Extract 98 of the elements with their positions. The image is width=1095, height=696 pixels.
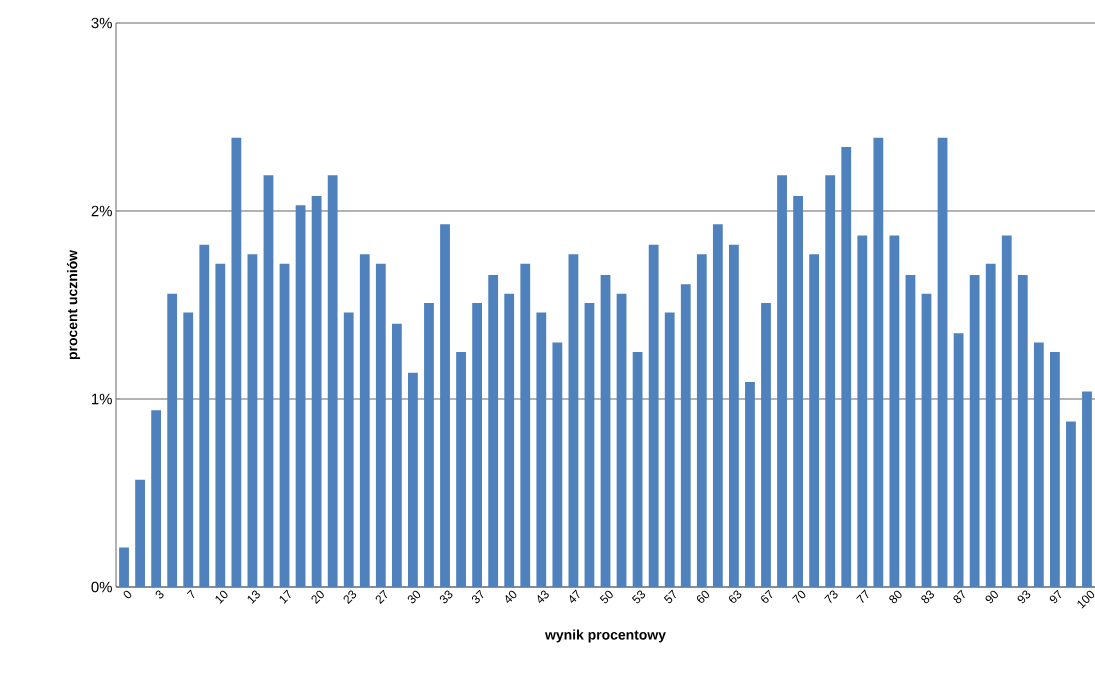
- x-tick-label: 100: [1077, 590, 1095, 609]
- bar: [680, 284, 691, 587]
- bar: [359, 254, 370, 587]
- bar: [456, 352, 466, 587]
- x-axis-title: wynik procentowy: [545, 629, 666, 643]
- bar: [873, 137, 884, 587]
- bar: [295, 205, 306, 587]
- bar: [953, 333, 964, 587]
- bar: [183, 312, 194, 587]
- bar: [648, 244, 659, 587]
- bar: [712, 224, 723, 587]
- bar: [263, 175, 274, 587]
- bar: [488, 274, 499, 587]
- x-tick-label: 53: [631, 590, 646, 604]
- bar: [408, 372, 418, 587]
- bar: [536, 312, 547, 587]
- bar: [841, 147, 852, 587]
- bar: [632, 352, 643, 587]
- x-tick-label: 97: [1049, 589, 1062, 604]
- bar: [135, 479, 145, 587]
- bar: [231, 137, 242, 587]
- x-tick-label: 83: [921, 590, 934, 604]
- bar: [568, 254, 579, 587]
- bar: [1017, 274, 1028, 587]
- bar: [600, 274, 611, 587]
- x-tick-label: 13: [247, 590, 260, 604]
- bar: [696, 254, 707, 587]
- y-tick-label: 1%: [92, 393, 112, 405]
- x-tick-label: 17: [279, 589, 291, 604]
- bar: [825, 175, 836, 587]
- bar: [1082, 391, 1092, 587]
- bar: [777, 175, 787, 587]
- bar: [985, 263, 996, 587]
- bar: [215, 263, 226, 587]
- bar: [937, 137, 948, 587]
- x-tick-label: 50: [599, 590, 613, 604]
- bar: [921, 293, 932, 587]
- bar: [745, 382, 755, 587]
- bar: [857, 235, 868, 587]
- x-tick-label: 0: [123, 590, 132, 599]
- bar: [119, 547, 129, 587]
- x-tick-label: 87: [953, 589, 965, 604]
- x-tick-label: 27: [375, 589, 388, 605]
- y-axis-title: procent uczniów: [66, 249, 81, 360]
- bar: [327, 175, 338, 587]
- bar: [889, 235, 900, 587]
- x-tick-label: 37: [471, 589, 484, 604]
- x-tick-label: 43: [537, 590, 549, 603]
- bar: [199, 244, 210, 587]
- x-tick-label: 80: [889, 590, 902, 604]
- bar: [729, 244, 739, 587]
- bar: [1033, 342, 1044, 587]
- y-tick-label: 2%: [91, 205, 112, 217]
- bar: [391, 323, 402, 587]
- bar: [167, 293, 178, 587]
- bar: [343, 312, 354, 587]
- x-tick-label: 47: [569, 589, 580, 603]
- x-tick-label: 10: [215, 590, 228, 604]
- bar: [504, 293, 515, 587]
- bar: [247, 254, 258, 587]
- bar: [311, 195, 322, 587]
- x-tick-label: 30: [407, 590, 421, 604]
- y-tick-label: 3%: [91, 17, 112, 29]
- x-tick-label: 73: [824, 590, 838, 603]
- bar: [424, 303, 434, 587]
- x-tick-label: 60: [696, 590, 710, 603]
- y-tick-label: 0%: [91, 581, 112, 593]
- bar: [664, 312, 675, 587]
- bar: [375, 263, 386, 587]
- bar: [793, 195, 803, 587]
- bar: [905, 274, 916, 587]
- bar: [520, 263, 531, 587]
- x-tick-label: 63: [729, 590, 742, 603]
- bar: [969, 274, 980, 587]
- x-tick-label: 20: [311, 590, 324, 605]
- x-tick-label: 93: [1017, 590, 1031, 604]
- bar: [1066, 421, 1076, 587]
- bar: [552, 342, 563, 587]
- x-tick-label: 67: [761, 589, 773, 603]
- bar: [151, 410, 162, 587]
- bar: [1049, 352, 1060, 587]
- x-tick-label: 90: [985, 590, 998, 604]
- bar: [616, 293, 627, 587]
- x-tick-label: 3: [155, 590, 164, 599]
- x-tick-label: 77: [856, 589, 869, 603]
- x-tick-label: 57: [663, 589, 676, 604]
- x-tick-label: 33: [439, 590, 453, 604]
- bar: [809, 254, 820, 587]
- bar: [472, 303, 483, 587]
- x-tick-label: 70: [792, 590, 806, 603]
- bar: [1001, 235, 1012, 587]
- bar: [584, 303, 595, 587]
- x-tick-label: 23: [343, 590, 357, 605]
- bar: [279, 263, 290, 587]
- x-tick-label: 40: [505, 590, 517, 603]
- bar: [440, 224, 450, 587]
- bar: [761, 303, 771, 587]
- x-tick-label: 7: [186, 589, 195, 599]
